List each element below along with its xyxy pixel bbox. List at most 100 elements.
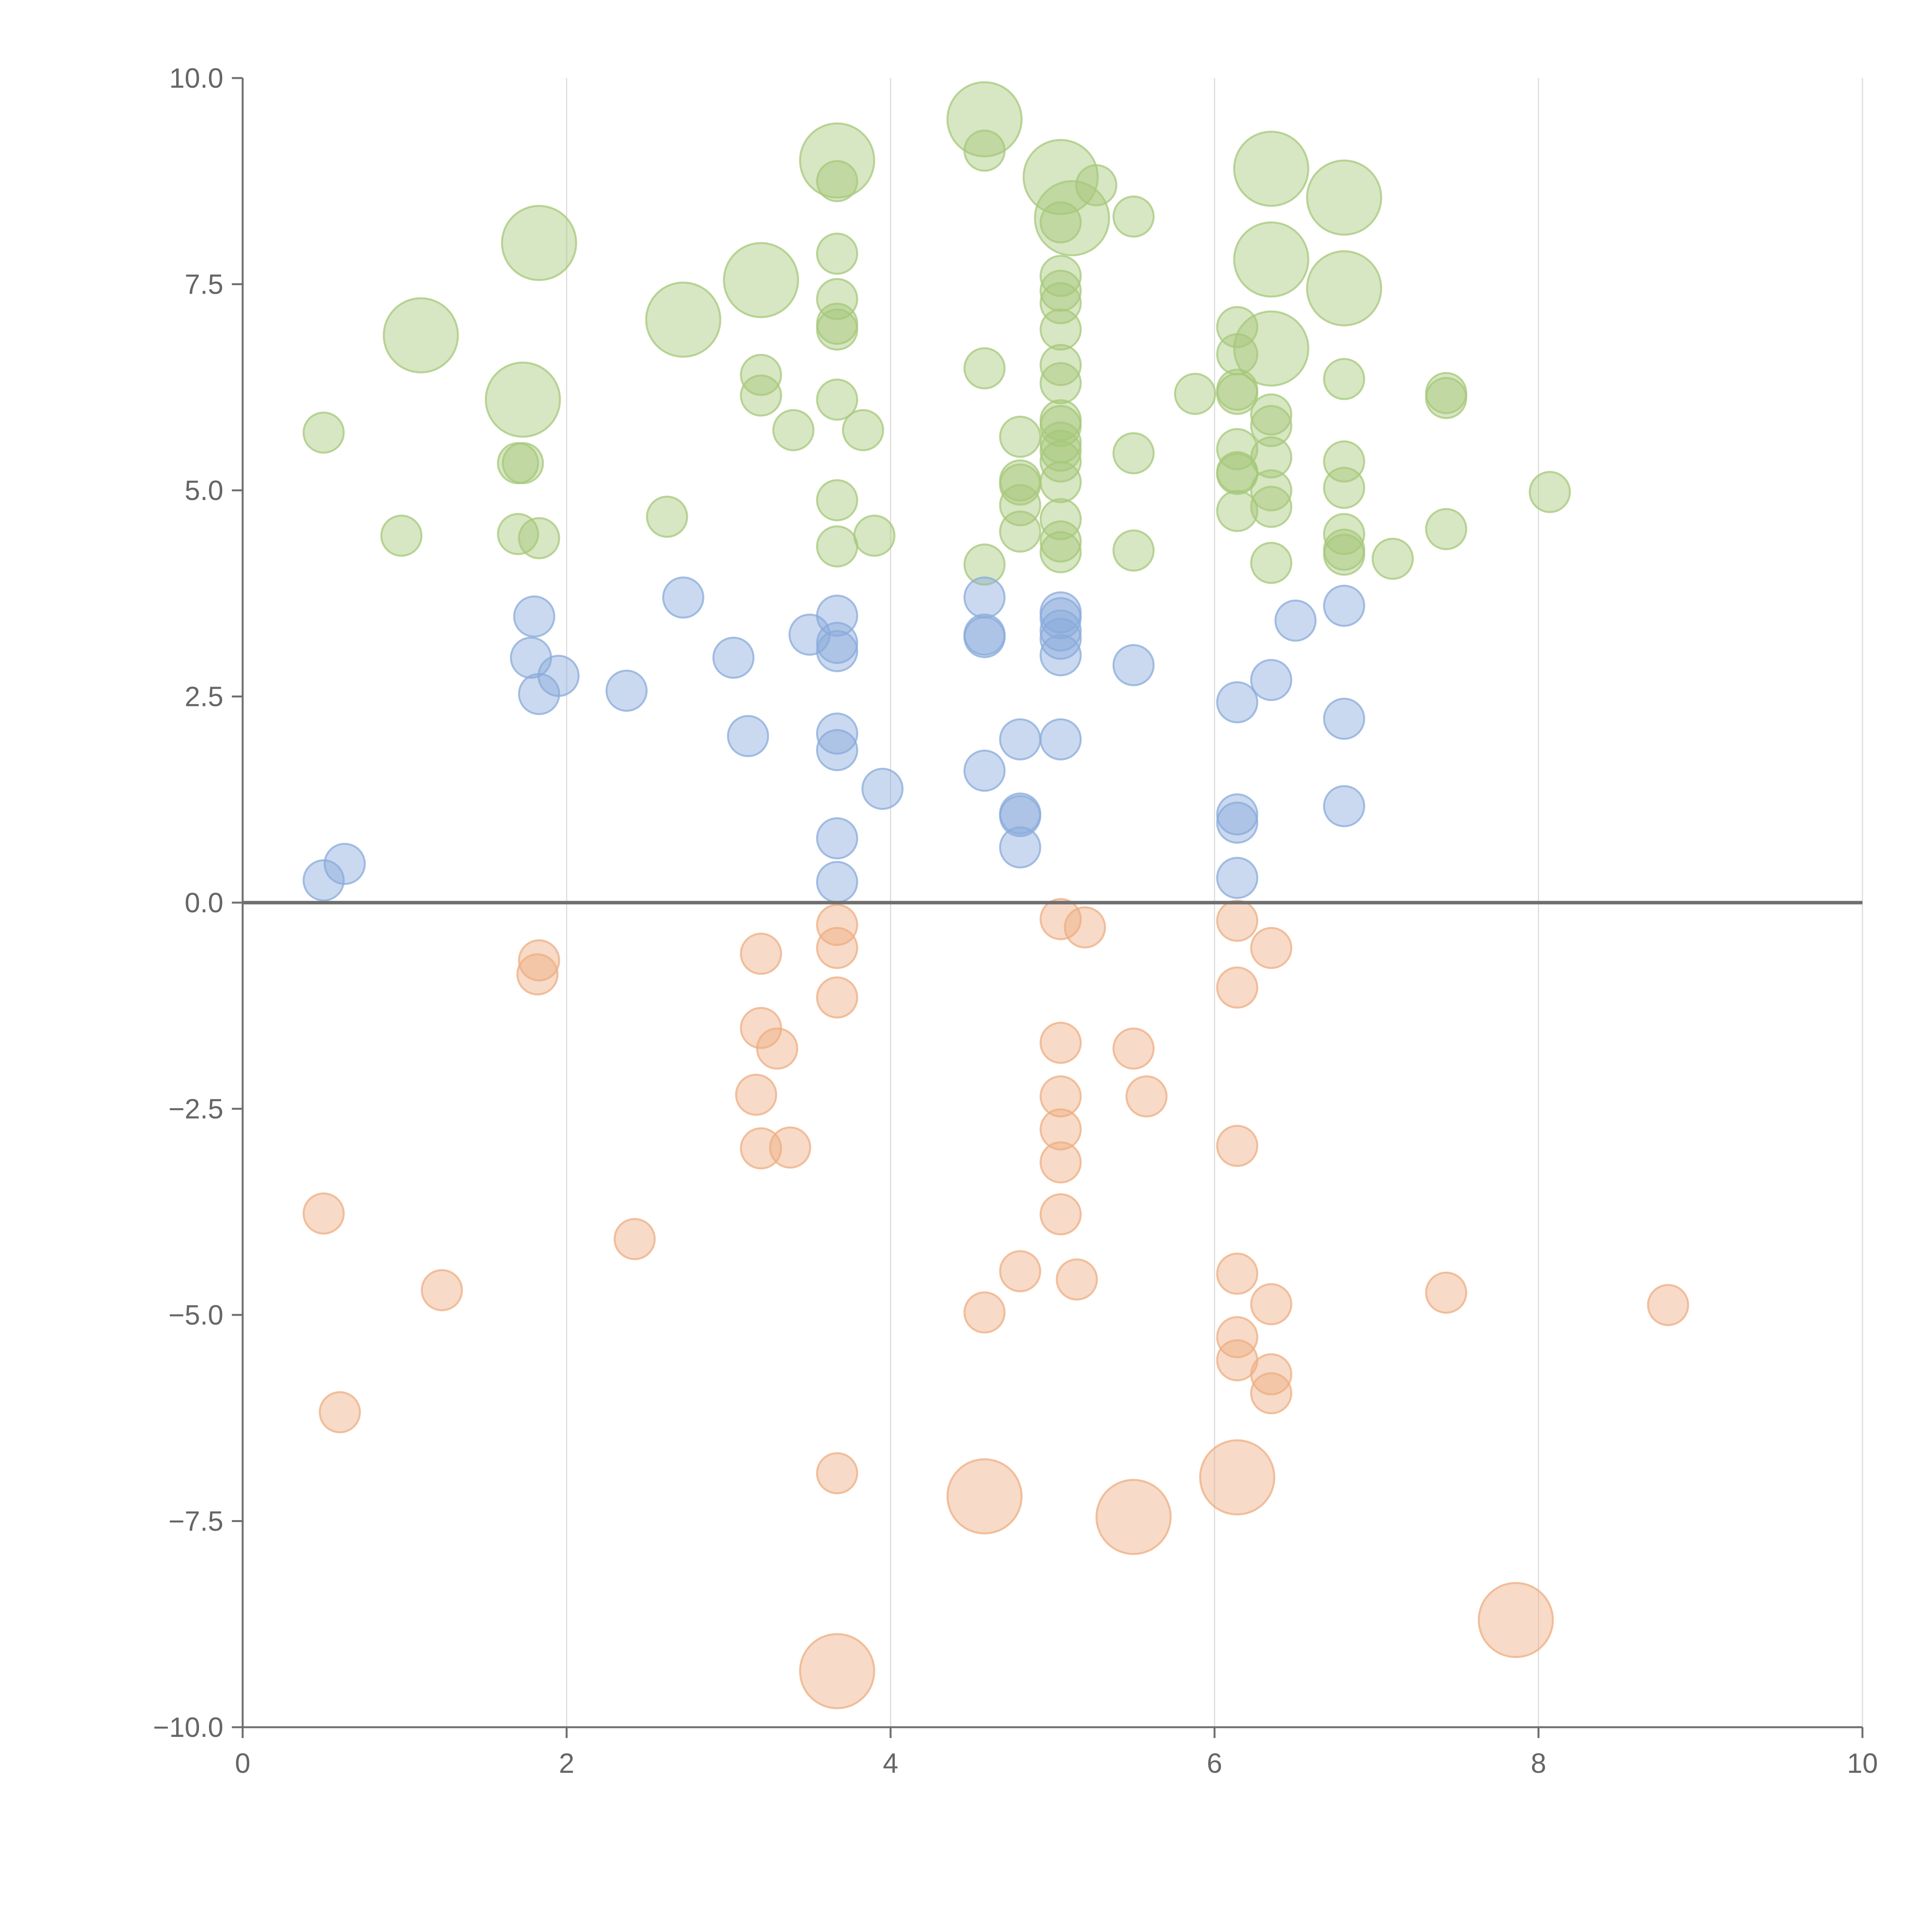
x-axis-ticks: 0 2 4 6 8 10 <box>235 1727 1878 1779</box>
bubble-s1-p12 <box>1039 617 1082 660</box>
bubble-s2-p6 <box>1250 927 1293 969</box>
bubble-s0-p86 <box>1250 542 1293 584</box>
bubble-s2-p16 <box>1039 1075 1082 1117</box>
bubble-s0-p5 <box>1034 180 1110 257</box>
bubble-s0-p3 <box>1233 131 1310 207</box>
bubble-s1-p0 <box>662 576 704 619</box>
bubble-s1-p24 <box>1323 697 1366 740</box>
bubble-s0-p87 <box>1371 537 1414 580</box>
bubble-s1-p17 <box>1039 634 1082 677</box>
bubble-s2-p9 <box>1216 966 1259 1009</box>
bubble-s2-p32 <box>1647 1284 1689 1326</box>
bubble-s0-p54 <box>1112 432 1155 474</box>
bubble-s0-p32 <box>1039 362 1082 405</box>
bubble-s1-p27 <box>999 718 1041 760</box>
bubble-s0-p64 <box>1323 467 1366 509</box>
bubble-s0-p74 <box>518 517 560 560</box>
bubble-s0-p17 <box>1039 201 1082 243</box>
bubble-s0-p25 <box>816 308 858 351</box>
bubble-s1-p41 <box>816 861 858 903</box>
bubble-s0-p67 <box>816 479 858 522</box>
bubble-s0-p13 <box>485 361 561 438</box>
bubble-s1-p7 <box>1274 599 1317 642</box>
bubble-s2-p23 <box>303 1192 345 1235</box>
y-tick-label-8: 10.0 <box>169 63 223 94</box>
bubble-s2-p38 <box>319 1391 361 1434</box>
bubble-s2-p33 <box>963 1291 1006 1334</box>
bubble-s0-p10 <box>645 281 721 358</box>
bubble-s2-p43 <box>1478 1582 1554 1658</box>
bubble-s1-p10 <box>963 616 1006 658</box>
bubble-s2-p26 <box>999 1250 1041 1293</box>
bubble-s2-p30 <box>1425 1271 1468 1314</box>
bubble-s1-p36 <box>1216 801 1259 844</box>
bubble-s0-p79 <box>1039 531 1082 573</box>
bubble-s1-p1 <box>963 576 1006 619</box>
bubble-s1-p30 <box>963 750 1006 792</box>
bubble-s2-p41 <box>946 1458 1023 1534</box>
bubble-s0-p70 <box>1216 490 1259 532</box>
bubble-s0-p15 <box>816 160 858 202</box>
bubble-s0-p53 <box>502 442 544 485</box>
bubble-s0-p33 <box>1323 358 1366 400</box>
bubble-s0-p34 <box>740 374 782 417</box>
bubble-s0-p40 <box>1425 377 1468 419</box>
bubble-s0-p28 <box>1216 333 1259 376</box>
x-tick-label-2: 4 <box>883 1748 898 1779</box>
bubble-s0-p26 <box>1039 308 1082 351</box>
bubble-s0-p18 <box>1112 196 1155 238</box>
bubble-s0-p6 <box>501 205 577 281</box>
bubble-s2-p22 <box>1039 1141 1082 1184</box>
bubble-s2-p37 <box>1250 1372 1293 1415</box>
bubble-s1-p34 <box>999 795 1041 837</box>
bubble-s0-p19 <box>816 233 858 275</box>
bubble-s0-p73 <box>497 513 539 555</box>
bubble-s0-p16 <box>1075 164 1117 206</box>
bubble-s2-p4 <box>816 927 858 969</box>
x-tick-label-1: 2 <box>559 1748 574 1779</box>
bubble-s1-p38 <box>999 826 1041 869</box>
y-tick-label-3: −2.5 <box>168 1094 223 1125</box>
bubble-s0-p21 <box>816 278 858 320</box>
bubble-s1-p28 <box>1039 718 1082 760</box>
bubble-s2-p21 <box>1216 1125 1259 1167</box>
bubble-s0-p77 <box>999 510 1041 553</box>
bubble-s1-p16 <box>712 636 755 679</box>
bubble-s0-p51 <box>1250 405 1293 447</box>
y-tick-label-6: 5.0 <box>185 475 223 506</box>
x-tick-label-5: 10 <box>1847 1748 1878 1779</box>
bubble-s2-p18 <box>1039 1108 1082 1151</box>
bubble-s2-p40 <box>1199 1439 1276 1515</box>
bubble-s0-p63 <box>1250 469 1293 512</box>
bubble-s1-p2 <box>1323 585 1366 627</box>
y-tick-label-5: 2.5 <box>185 682 223 713</box>
bubble-s1-p3 <box>513 595 556 638</box>
bubble-s0-p72 <box>380 514 423 557</box>
bubble-s1-p26 <box>816 713 858 755</box>
bubble-s2-p17 <box>1125 1075 1168 1117</box>
bubble-s2-p3 <box>1216 900 1259 942</box>
bubble-s0-p80 <box>1112 529 1155 572</box>
bubble-s2-p31 <box>1250 1283 1293 1325</box>
bubble-s1-p23 <box>1216 681 1259 723</box>
y-tick-label-2: −5.0 <box>168 1300 223 1331</box>
bubble-s1-p32 <box>1323 785 1366 827</box>
bubble-s1-p37 <box>816 817 858 860</box>
bubble-s0-p4 <box>1306 159 1383 236</box>
bubble-s2-p27 <box>1056 1258 1098 1301</box>
bubble-s0-p0 <box>946 81 1023 158</box>
bubble-s2-p1 <box>1039 898 1082 940</box>
bubble-s2-p13 <box>1039 1022 1082 1064</box>
bubble-s2-p0 <box>816 904 858 946</box>
bubble-s0-p50 <box>1250 393 1293 436</box>
bubble-s2-p44 <box>799 1633 875 1709</box>
bubble-s2-p15 <box>735 1073 777 1116</box>
bubble-s2-p39 <box>816 1452 858 1495</box>
bubble-s2-p20 <box>769 1126 811 1169</box>
y-tick-label-0: −10.0 <box>153 1712 223 1743</box>
y-tick-label-7: 7.5 <box>185 269 223 300</box>
x-tick-label-0: 0 <box>235 1748 250 1779</box>
y-tick-label-4: 0.0 <box>185 888 223 918</box>
bubble-s2-p12 <box>756 1027 798 1070</box>
bubble-s0-p30 <box>963 347 1006 389</box>
